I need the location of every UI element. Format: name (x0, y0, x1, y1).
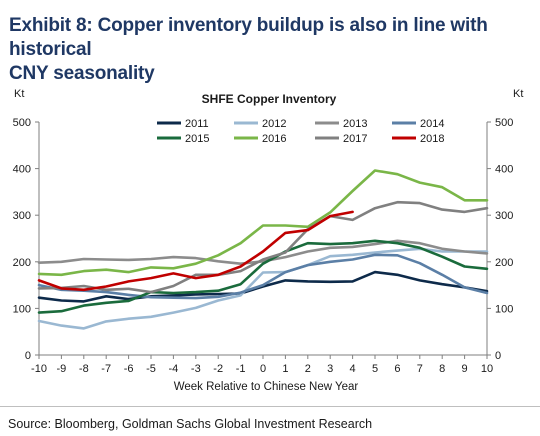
legend-label-2015: 2015 (185, 133, 209, 145)
y-tick-label-left: 100 (13, 303, 31, 315)
x-tick-label: -4 (169, 363, 179, 375)
exhibit-title-line-1: Exhibit 8: Copper inventory buildup is a… (9, 15, 488, 60)
x-tick-label: -7 (101, 363, 111, 375)
x-tick-label: 6 (394, 363, 400, 375)
series-line-2018 (37, 210, 354, 292)
series-lines (37, 169, 489, 330)
legend: 2011 2012 2013 2014 2015 2016 2017 2018 (157, 118, 444, 145)
y-tick-label-right: 500 (495, 117, 513, 129)
y-axis-unit-right: Kt (513, 88, 523, 100)
y-tick-label-right: 400 (495, 164, 513, 176)
series-line-2011 (37, 270, 489, 303)
chart-title: SHFE Copper Inventory (202, 92, 337, 106)
y-tick-label-left: 300 (13, 210, 31, 222)
source-divider (0, 406, 540, 407)
x-tick-label: -10 (31, 363, 47, 375)
y-tick-label-right: 0 (495, 350, 501, 362)
x-tick-label: 10 (481, 363, 493, 375)
legend-label-2011: 2011 (185, 118, 209, 130)
x-tick-label: -5 (146, 363, 156, 375)
legend-label-2018: 2018 (420, 133, 444, 145)
series-line-2014 (37, 253, 489, 300)
series-line-2013 (37, 239, 489, 265)
y-tick-label-left: 200 (13, 257, 31, 269)
x-tick-label: 8 (439, 363, 445, 375)
legend-label-2017: 2017 (343, 133, 367, 145)
x-tick-label: 1 (282, 363, 288, 375)
legend-label-2014: 2014 (420, 118, 444, 130)
legend-label-2016: 2016 (262, 133, 286, 145)
x-tick-label: -6 (124, 363, 134, 375)
x-tick-label: 3 (327, 363, 333, 375)
y-tick-label-left: 0 (25, 350, 31, 362)
y-tick-label-left: 400 (13, 164, 31, 176)
x-tick-label: -8 (79, 363, 89, 375)
exhibit-title: Exhibit 8: Copper inventory buildup is a… (9, 14, 529, 86)
x-tick-label: -9 (57, 363, 67, 375)
legend-label-2013: 2013 (343, 118, 367, 130)
x-tick-label: -3 (191, 363, 201, 375)
series-line-2015 (37, 239, 489, 314)
exhibit-title-line-2: CNY seasonality (9, 63, 155, 84)
y-tick-label-right: 300 (495, 210, 513, 222)
series-line-2017 (37, 200, 489, 294)
series-line-2012 (37, 247, 489, 330)
series-line-2016 (37, 169, 489, 277)
x-tick-label: -2 (213, 363, 223, 375)
y-tick-label-right: 100 (495, 303, 513, 315)
y-tick-label-right: 200 (495, 257, 513, 269)
x-tick-label: 7 (417, 363, 423, 375)
x-tick-label: 0 (260, 363, 266, 375)
y-tick-label-left: 500 (13, 117, 31, 129)
x-tick-label: 2 (305, 363, 311, 375)
source-note: Source: Bloomberg, Goldman Sachs Global … (8, 417, 373, 431)
x-tick-label: 9 (462, 363, 468, 375)
legend-label-2012: 2012 (262, 118, 286, 130)
x-tick-label: -1 (236, 363, 246, 375)
x-axis-label: Week Relative to Chinese New Year (174, 381, 359, 393)
x-tick-label: 5 (372, 363, 378, 375)
y-axis-unit-left: Kt (14, 88, 24, 100)
x-tick-label: 4 (350, 363, 356, 375)
